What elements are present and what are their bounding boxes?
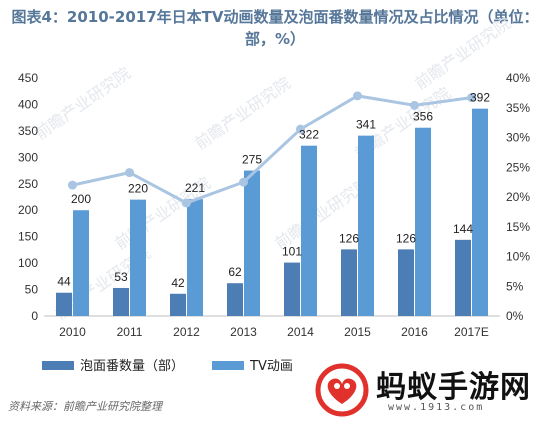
y-left-tick-label: 100	[18, 256, 38, 270]
bar	[187, 199, 203, 316]
bar	[472, 108, 488, 316]
bar-data-label: 220	[128, 182, 148, 196]
bar-data-label: 200	[71, 192, 91, 206]
y-left-tick-label: 0	[31, 309, 38, 323]
x-tick-label: 2014	[287, 325, 314, 339]
ratio-line	[72, 94, 472, 205]
bar-data-label: 42	[171, 276, 185, 290]
x-tick-label: 2010	[59, 325, 86, 339]
bar-data-label: 101	[282, 245, 302, 259]
y-left-tick-label: 400	[18, 97, 38, 111]
legend-swatch	[212, 361, 244, 370]
bar	[130, 199, 146, 316]
y-right-tick-label: 15%	[506, 220, 530, 234]
x-tick-label: 2011	[117, 325, 143, 339]
legend-swatch	[42, 361, 74, 370]
bar-layer	[56, 108, 488, 317]
watermark-text: 前瞻产业研究院	[191, 73, 294, 153]
source-note: 资料来源：前瞻产业研究院整理	[8, 400, 162, 413]
x-tick-label: 2013	[230, 325, 257, 339]
brand-watermark: 蚂蚁手游网 www.1913.com	[312, 360, 544, 420]
y-right-tick-label: 0%	[506, 309, 524, 323]
y-right-tick-label: 10%	[506, 250, 530, 264]
x-tick-label: 2012	[173, 325, 200, 339]
bar-data-label: 221	[185, 181, 205, 195]
watermark-text: 前瞻产业研究院	[31, 63, 134, 143]
bar	[341, 249, 357, 316]
ratio-point	[239, 177, 248, 187]
bar	[170, 293, 186, 316]
bar	[244, 170, 260, 316]
bar	[455, 239, 471, 316]
bar-data-label: 44	[57, 275, 71, 289]
bar-data-label: 126	[396, 231, 416, 245]
bar-data-label: 144	[453, 222, 473, 236]
ratio-point	[182, 198, 191, 208]
legend: 泡面番数量（部） TV动画	[42, 359, 293, 374]
bar-data-label: 322	[299, 128, 319, 142]
ratio-point	[296, 124, 305, 134]
brand-logo-icon	[315, 363, 369, 417]
bar-data-label: 53	[114, 270, 128, 284]
ratio-point	[68, 180, 77, 190]
y-right-tick-label: 40%	[506, 71, 530, 85]
brand-url: www.1913.com	[388, 402, 485, 413]
y-left-tick-label: 250	[18, 177, 38, 191]
ratio-point	[410, 100, 419, 110]
watermark-text: 前瞻产业研究院	[411, 13, 514, 93]
bar	[56, 292, 72, 316]
ratio-point	[467, 93, 476, 103]
line-layer	[68, 91, 476, 208]
bar	[227, 283, 243, 316]
y-left-tick-label: 450	[18, 71, 38, 85]
brand-name: 蚂蚁手游网	[376, 370, 531, 405]
bar-data-label: 341	[356, 118, 376, 132]
y-left-tick-label: 150	[18, 230, 38, 244]
legend-label: TV动画	[249, 359, 293, 374]
x-tick-label: 2015	[344, 325, 371, 339]
bar	[415, 127, 431, 317]
x-tick-label: 2016	[401, 325, 428, 339]
bar-data-label: 356	[413, 110, 433, 124]
bar	[73, 210, 89, 316]
bar	[301, 145, 317, 316]
bar-data-label: 392	[470, 91, 490, 105]
y-left-tick-label: 50	[25, 283, 39, 297]
y-right-tick-label: 35%	[506, 101, 530, 115]
y-left-tick-label: 350	[18, 124, 38, 138]
bar	[358, 135, 374, 316]
y-left-tick-label: 200	[18, 203, 38, 217]
y-right-tick-label: 25%	[506, 160, 530, 174]
bar	[398, 249, 414, 316]
bar-data-label: 62	[228, 265, 242, 279]
x-tick-label: 2017E	[454, 325, 489, 339]
y-left-tick-label: 300	[18, 150, 38, 164]
bar	[113, 287, 129, 316]
ratio-point	[125, 168, 134, 178]
y-right-tick-label: 5%	[506, 279, 524, 293]
data-label-layer: 44 53 42 62 101 126 126 144 200 220 221 275 322 341 35…	[57, 91, 490, 290]
bar	[284, 262, 300, 316]
y-right-tick-label: 20%	[506, 190, 530, 204]
axis-layer: 0 50 100 150 200 250 300 350 400 450 0% 5% 10% 15% 20%…	[18, 71, 530, 339]
bar-data-label: 275	[242, 153, 262, 167]
bar-data-label: 126	[339, 231, 359, 245]
y-right-tick-label: 30%	[506, 131, 530, 145]
legend-label: 泡面番数量（部）	[80, 359, 184, 374]
chart-title: 图表4：2010-2017年日本TV动画数量及泡面番数量情况及占比情况（单位：部…	[11, 8, 539, 48]
ratio-point	[353, 91, 362, 101]
